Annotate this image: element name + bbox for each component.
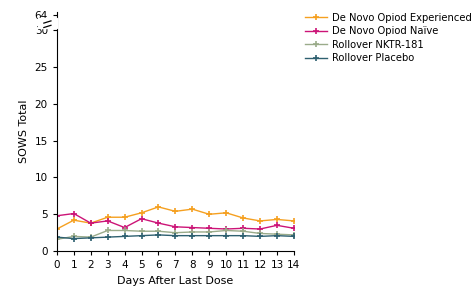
Line: Rollover NKTR-181: Rollover NKTR-181 [54,227,297,242]
Rollover NKTR-181 [71,235,77,238]
Rollover Placebo [71,237,77,240]
De Novo Opiod Experienced [274,218,280,221]
De Novo Opiod Experienced [105,215,110,219]
Rollover Placebo [54,235,60,239]
De Novo Opiod Naïve [223,227,229,231]
Rollover NKTR-181 [223,229,229,232]
De Novo Opiod Naïve [274,224,280,227]
De Novo Opiod Experienced [88,221,93,225]
De Novo Opiod Naïve [105,219,110,223]
Rollover Placebo [88,236,93,240]
De Novo Opiod Naïve [155,221,161,225]
De Novo Opiod Naïve [206,227,212,230]
De Novo Opiod Naïve [139,217,145,220]
De Novo Opiod Experienced [190,207,195,211]
Rollover Placebo [257,235,263,238]
De Novo Opiod Experienced [257,219,263,223]
Rollover NKTR-181 [190,230,195,234]
De Novo Opiod Naïve [190,226,195,229]
X-axis label: Days After Last Dose: Days After Last Dose [117,276,234,286]
Rollover NKTR-181 [257,232,263,235]
Rollover Placebo [105,235,110,239]
Rollover Placebo [190,234,195,237]
De Novo Opiod Experienced [54,227,60,231]
De Novo Opiod Naïve [240,227,246,230]
Rollover NKTR-181 [88,235,93,239]
De Novo Opiod Experienced [291,219,297,223]
Rollover NKTR-181 [139,230,145,233]
De Novo Opiod Naïve [291,227,297,230]
De Novo Opiod Experienced [139,211,145,215]
De Novo Opiod Experienced [206,213,212,216]
Rollover NKTR-181 [54,238,60,241]
Y-axis label: SOWS Total: SOWS Total [19,100,29,163]
Rollover Placebo [240,234,246,237]
De Novo Opiod Naïve [173,225,178,229]
Rollover NKTR-181 [206,230,212,234]
De Novo Opiod Naïve [257,227,263,231]
Rollover NKTR-181 [173,231,178,234]
Rollover Placebo [206,234,212,237]
De Novo Opiod Experienced [155,205,161,209]
Line: Rollover Placebo: Rollover Placebo [54,232,297,242]
Rollover Placebo [223,234,229,237]
Legend: De Novo Opiod Experienced, De Novo Opiod Naïve, Rollover NKTR-181, Rollover Plac: De Novo Opiod Experienced, De Novo Opiod… [304,12,473,65]
Line: De Novo Opiod Experienced: De Novo Opiod Experienced [54,204,297,232]
Rollover NKTR-181 [105,229,110,232]
Rollover Placebo [291,235,297,238]
Bar [38,18,57,28]
Rollover Placebo [274,234,280,237]
Rollover NKTR-181 [155,230,161,233]
De Novo Opiod Experienced [173,210,178,213]
Rollover NKTR-181 [291,233,297,237]
Rollover Placebo [139,234,145,237]
De Novo Opiod Naïve [71,212,77,215]
Rollover NKTR-181 [274,232,280,236]
De Novo Opiod Experienced [71,218,77,222]
Rollover NKTR-181 [240,230,246,233]
Rollover Placebo [155,233,161,237]
De Novo Opiod Experienced [240,216,246,220]
Rollover Placebo [173,234,178,237]
Rollover Placebo [122,235,128,238]
De Novo Opiod Naïve [54,214,60,218]
De Novo Opiod Naïve [88,221,93,225]
Line: De Novo Opiod Naïve: De Novo Opiod Naïve [54,211,297,232]
De Novo Opiod Experienced [122,215,128,219]
De Novo Opiod Naïve [122,226,128,229]
De Novo Opiod Experienced [223,211,229,215]
Rollover NKTR-181 [122,229,128,232]
